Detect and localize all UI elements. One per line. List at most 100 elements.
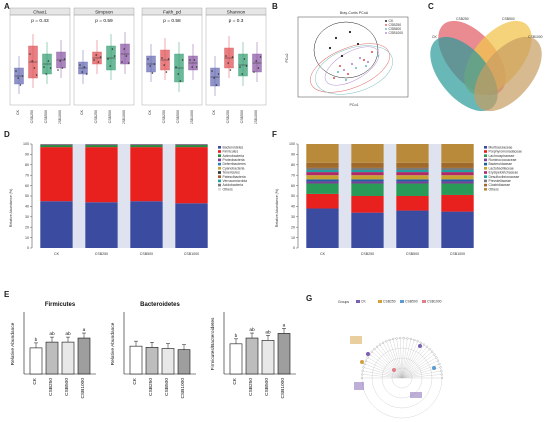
e-sig-letter: a	[83, 328, 86, 333]
box-point	[111, 48, 114, 50]
stack-segment	[396, 144, 429, 163]
legend-swatch	[218, 154, 221, 157]
panel-c-venn: CSB250 CSB500 CK CSB1000	[430, 17, 543, 112]
clado-node	[361, 369, 364, 372]
stack-segment	[351, 175, 384, 180]
e-sig-letter: ab	[265, 329, 271, 335]
box-point	[245, 65, 248, 67]
y-tick-label: 60	[291, 184, 295, 188]
box-point	[217, 73, 220, 75]
box-point	[79, 64, 81, 66]
y-tick-label: 20	[291, 225, 295, 229]
clado-branch	[364, 363, 403, 379]
e-chart: Firmicutes/Bacteroidetes b CK ab CSB250 ab CSB…	[210, 312, 296, 399]
legend-swatch	[484, 175, 487, 178]
legend-swatch	[484, 154, 487, 157]
pcoa-point	[354, 66, 358, 70]
box-point	[123, 48, 125, 50]
e-x-label: CSB1000	[280, 378, 286, 399]
legend-item: Actinobacteria	[223, 154, 245, 158]
stack-segment	[351, 183, 384, 196]
pcoa-point	[344, 78, 348, 82]
panel-label-e: E	[4, 290, 10, 299]
group-label: CSB1000	[122, 110, 126, 124]
box-point	[35, 74, 38, 76]
stack-segment	[351, 170, 384, 173]
legend-swatch	[484, 162, 487, 166]
subplot-p-value: p = 0.59	[95, 18, 113, 24]
clado-branch	[379, 344, 403, 379]
clado-node	[366, 356, 369, 359]
legend-item: Erysipelotrichaceae	[489, 171, 519, 175]
pcoa-title: Bray-Curtis PCoA	[340, 11, 369, 15]
pcoa-point	[346, 72, 350, 76]
pcoa-point	[362, 58, 366, 62]
e-x-label: CSB1000	[180, 378, 186, 399]
legend-item: CSB1000	[389, 31, 404, 35]
stack-segment	[441, 179, 474, 182]
legend-swatch	[218, 167, 221, 170]
legend-swatch	[484, 150, 487, 153]
clado-clade-shade	[410, 392, 422, 398]
legend-swatch	[218, 171, 221, 174]
group-label: CK	[16, 109, 20, 115]
box-point	[239, 66, 241, 68]
e-bar	[261, 340, 275, 375]
legend-swatch	[484, 146, 487, 149]
clado-highlight-node	[432, 366, 436, 370]
alpha-subplot-faith-pd: Faith_pd p = 0.58	[141, 7, 203, 106]
clado-node	[422, 343, 426, 346]
legend-item: CSB250	[389, 23, 402, 27]
box-point	[109, 65, 111, 67]
stack-segment	[441, 175, 474, 180]
e-x-label: CSB500	[164, 378, 170, 396]
pcoa-point	[364, 64, 368, 68]
box-point	[195, 66, 198, 68]
stack-segment	[351, 162, 384, 168]
d-ylabel: Relative Abundance (%)	[9, 189, 13, 228]
pcoa-point	[366, 60, 370, 64]
bar-gap	[383, 144, 397, 248]
pcoa-point	[338, 64, 342, 68]
clado-node	[376, 345, 379, 348]
stack-segment	[396, 210, 429, 248]
clado-branch	[401, 344, 425, 379]
e-sig-letter: ab	[49, 331, 55, 337]
stack-segment	[85, 145, 118, 148]
box-point	[211, 70, 213, 72]
e-bar	[145, 347, 159, 375]
pcoa-point	[340, 54, 344, 58]
e-sig-letter: a	[283, 323, 286, 328]
stack-segment	[130, 201, 163, 248]
clado-clade-shade	[354, 382, 364, 390]
clado-node	[392, 337, 395, 341]
y-tick-label: 70	[291, 173, 295, 177]
e-bar	[177, 349, 191, 375]
clado-node	[419, 341, 423, 344]
panel-a-boxplots: Chao1 p = 0.43 Simpson p = 0.59 Faith_pd…	[9, 7, 267, 124]
panel-g-lefse-cladogram: Groups CK CSB250 CSB500 CSB1000	[338, 300, 444, 419]
stack-segment	[306, 162, 339, 168]
stack-segment	[306, 175, 339, 180]
panel-label-a: A	[4, 2, 10, 11]
group-label: CSB250	[226, 110, 230, 123]
stack-segment	[441, 183, 474, 195]
bar-gap	[428, 144, 442, 248]
legend-item: Muribaculaceae	[489, 145, 513, 149]
stack-segment	[441, 144, 474, 163]
legend-swatch	[484, 167, 487, 170]
e-sig-letter: b	[35, 337, 38, 343]
box-point	[63, 58, 66, 60]
group-label: CSB250	[30, 110, 34, 123]
bar-gap	[162, 144, 176, 248]
pcoa-legend: CK CSB250 CSB500 CSB1000	[385, 19, 403, 35]
legend-swatch	[218, 150, 221, 153]
y-tick-label: 80	[291, 163, 295, 167]
stack-segment	[306, 179, 339, 182]
y-tick-label: 0	[27, 246, 29, 250]
legend-swatch	[484, 179, 487, 183]
clado-branch	[401, 341, 418, 379]
e-chart: Bacteroidetes Relative Abundance CK CSB250 C…	[110, 302, 196, 399]
e-ylabel: Relative Abundance	[110, 322, 116, 365]
clado-branch	[401, 339, 415, 379]
